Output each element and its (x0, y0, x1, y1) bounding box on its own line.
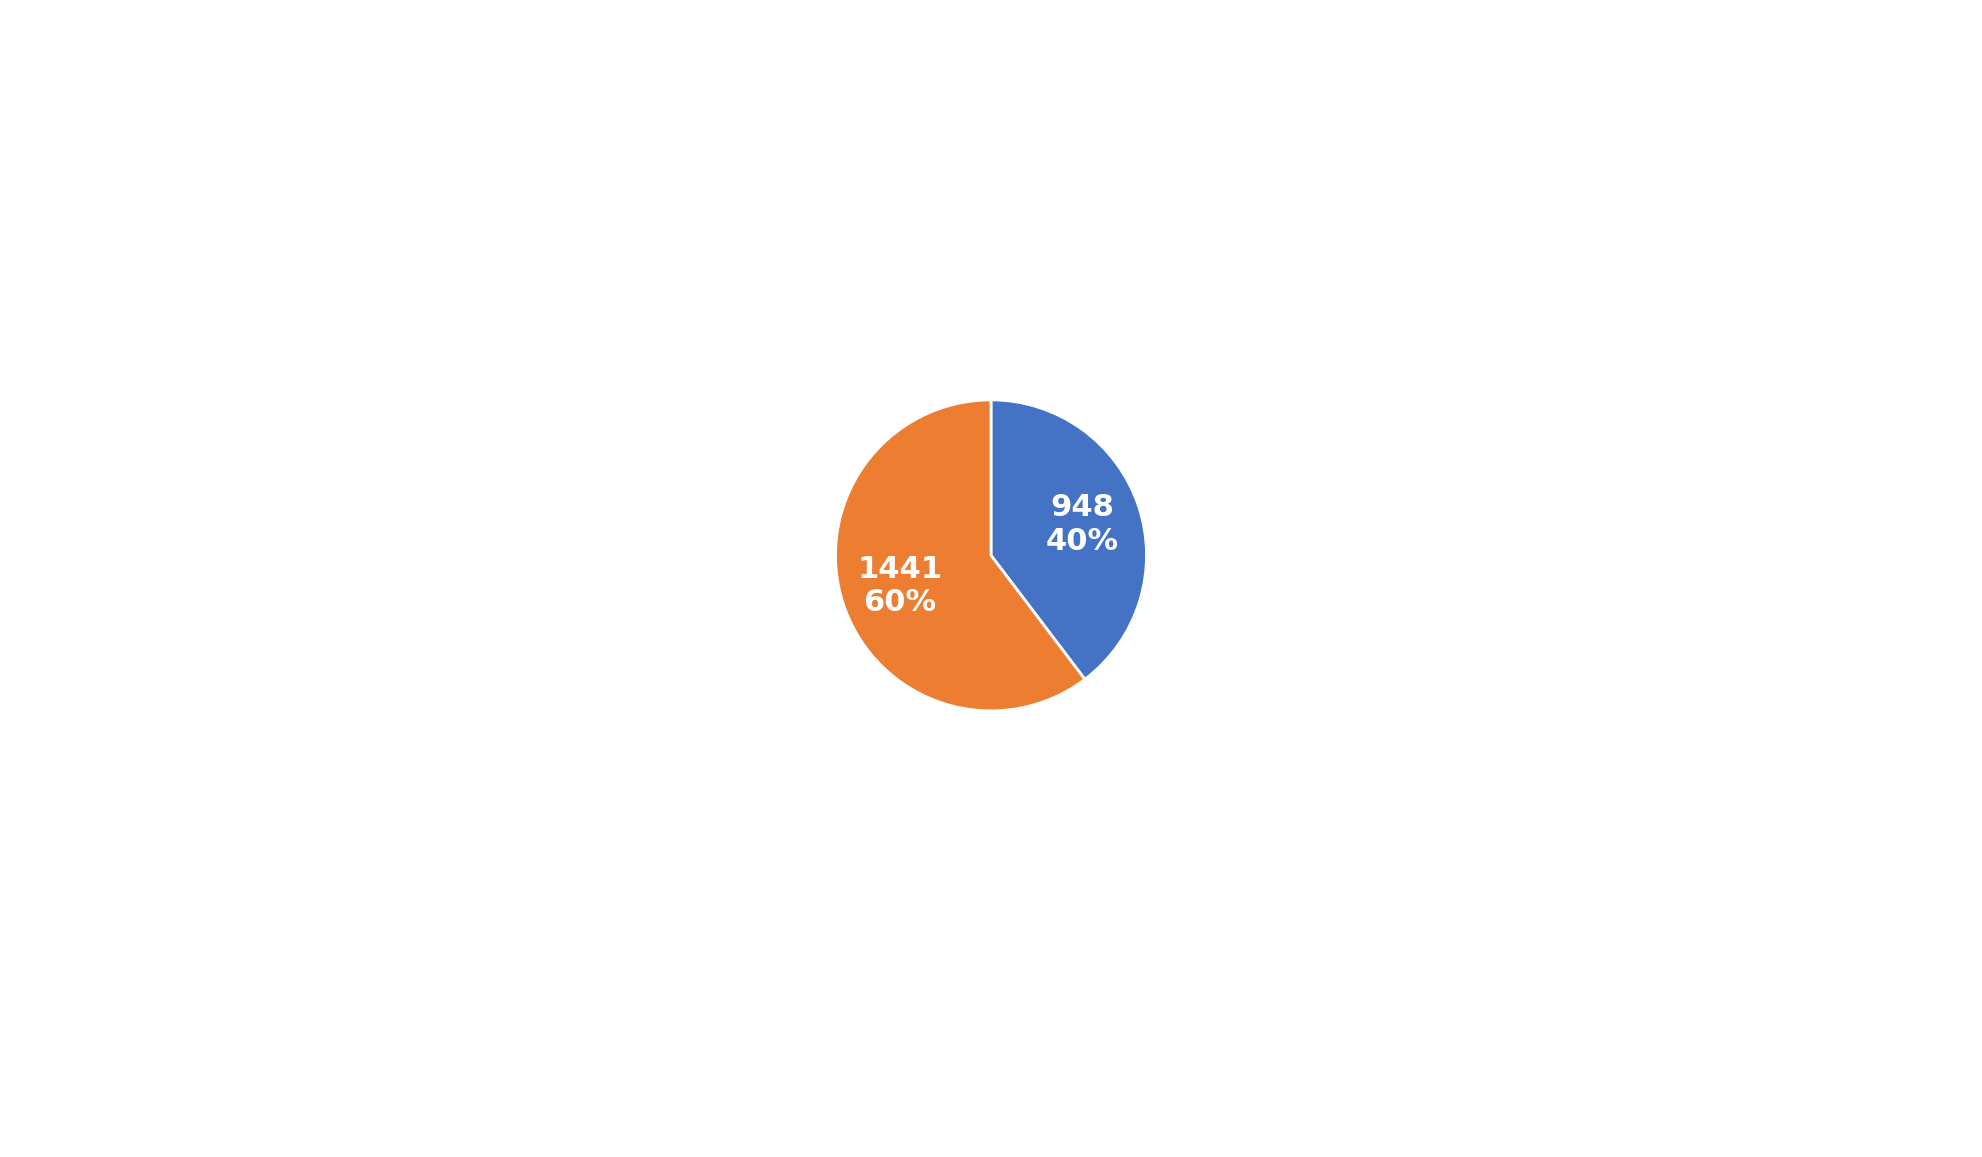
Wedge shape (991, 400, 1146, 679)
Text: 1441
60%: 1441 60% (856, 554, 941, 618)
Text: 948
40%: 948 40% (1046, 493, 1120, 557)
Wedge shape (836, 400, 1084, 710)
